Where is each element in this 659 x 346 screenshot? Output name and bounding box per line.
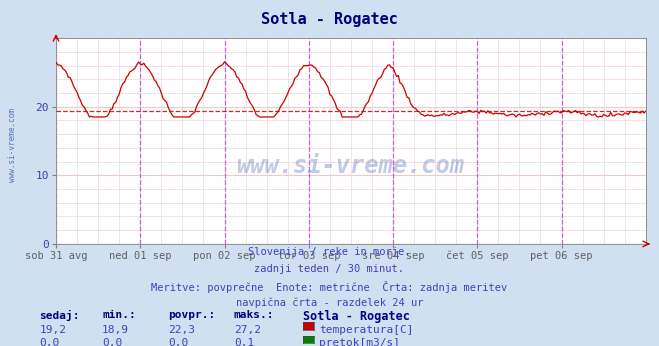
Text: min.:: min.: <box>102 310 136 320</box>
Text: povpr.:: povpr.: <box>168 310 215 320</box>
Text: 19,2: 19,2 <box>40 325 67 335</box>
Text: Sotla - Rogatec: Sotla - Rogatec <box>303 310 410 323</box>
Text: 0,0: 0,0 <box>40 338 60 346</box>
Text: www.si-vreme.com: www.si-vreme.com <box>237 154 465 178</box>
Text: 0,0: 0,0 <box>102 338 123 346</box>
Text: 22,3: 22,3 <box>168 325 195 335</box>
Text: Sotla - Rogatec: Sotla - Rogatec <box>261 12 398 27</box>
Text: www.si-vreme.com: www.si-vreme.com <box>8 108 17 182</box>
Text: pretok[m3/s]: pretok[m3/s] <box>319 338 400 346</box>
Text: navpična črta - razdelek 24 ur: navpična črta - razdelek 24 ur <box>236 297 423 308</box>
Text: 0,0: 0,0 <box>168 338 188 346</box>
Text: temperatura[C]: temperatura[C] <box>319 325 413 335</box>
Text: 0,1: 0,1 <box>234 338 254 346</box>
Text: 27,2: 27,2 <box>234 325 261 335</box>
Text: Meritve: povprečne  Enote: metrične  Črta: zadnja meritev: Meritve: povprečne Enote: metrične Črta:… <box>152 281 507 293</box>
Text: maks.:: maks.: <box>234 310 274 320</box>
Text: sedaj:: sedaj: <box>40 310 80 321</box>
Text: 18,9: 18,9 <box>102 325 129 335</box>
Text: zadnji teden / 30 minut.: zadnji teden / 30 minut. <box>254 264 405 274</box>
Text: Slovenija / reke in morje.: Slovenija / reke in morje. <box>248 247 411 257</box>
